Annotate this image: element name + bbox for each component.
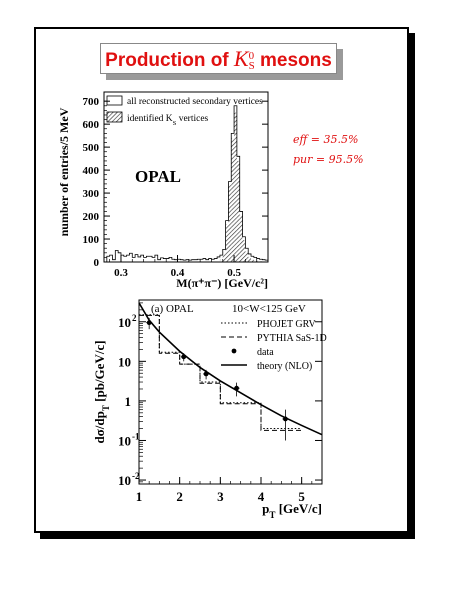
mass-histogram: OPAL 0 100 200 300 400 500 600 700 0.3 0.4 0.5M(π⁺π…: [57, 91, 269, 290]
hatched-bar: [251, 259, 254, 262]
legend-hatched-swatch: [106, 111, 123, 123]
y-tick-label: 600: [83, 119, 100, 131]
y-tick-label: 10: [118, 315, 131, 330]
efficiency-purity-annotation: eff = 35.5% pur = 95.5%: [293, 130, 364, 170]
x-tick-label: 5: [298, 489, 305, 504]
legend-label: PHOJET GRV: [257, 319, 317, 330]
x-tick-label: 0.4: [171, 267, 185, 279]
legend-label: data: [257, 347, 274, 358]
legend-hatched-label: identified KS vertices: [127, 113, 209, 127]
hatched-bar: [219, 259, 223, 262]
purity-text: pur = 95.5%: [293, 153, 364, 166]
hatched-bar: [231, 137, 235, 262]
x-tick-label: 4: [258, 489, 265, 504]
y-tick-label: 0: [94, 257, 100, 269]
dashed-step-series: [139, 314, 302, 431]
hatched-bar: [236, 160, 240, 262]
y-axis-subscript: T: [101, 405, 111, 411]
y-tick-exponent: -2: [132, 471, 140, 481]
y-tick-label: 1: [125, 394, 132, 409]
x-axis-label: M(π⁺π⁻) [GeV/c²]: [176, 276, 268, 290]
title-symbol: K: [233, 46, 249, 71]
y-tick-label: 10: [118, 473, 131, 488]
title-subscript: S: [248, 59, 255, 72]
y-tick-label: 700: [83, 96, 100, 108]
hatched-bar: [256, 260, 260, 262]
x-tick-label: 0.3: [114, 267, 128, 279]
legend-open-label: all reconstructed secondary vertices: [127, 97, 263, 107]
plot-header-right: 10<W<125 GeV: [232, 303, 306, 315]
title-suffix: mesons: [254, 50, 332, 71]
slide-frame: [34, 27, 409, 533]
title-superscript: 0: [248, 49, 255, 62]
legend-label: PYTHIA SaS-1D: [257, 333, 327, 344]
hatched-bar: [253, 260, 257, 262]
data-point: [283, 416, 288, 422]
data-point: [234, 385, 240, 391]
all-vertices-histogram: [106, 105, 269, 262]
x-tick-label: 3: [217, 489, 224, 504]
y-tick-exponent: -1: [132, 431, 140, 441]
data-point: [181, 354, 187, 360]
top-plot-frame: [103, 91, 269, 263]
data-point: [203, 371, 209, 377]
slide-title: Production of K0 S mesons: [100, 43, 337, 74]
hatched-bar: [228, 185, 232, 262]
legend-subscript: S: [173, 120, 177, 127]
legend-open-swatch: [106, 95, 123, 106]
hatched-bar: [245, 251, 249, 262]
efficiency-text: eff = 35.5%: [293, 133, 359, 146]
legend-data-swatch: [231, 348, 237, 354]
y-tick-label: 200: [83, 211, 100, 223]
hatched-bar: [234, 112, 237, 262]
hatched-bar: [242, 240, 246, 262]
x-axis-subscript: T: [269, 510, 275, 520]
data-point: [146, 320, 152, 326]
y-tick-label: 500: [83, 142, 100, 154]
hatched-bar: [248, 256, 252, 262]
x-axis-label: pT [GeV/c]: [262, 501, 322, 520]
y-tick-label: 300: [83, 188, 100, 200]
y-tick-label: 10: [118, 354, 131, 369]
hatched-bar: [225, 224, 229, 262]
plot-header-left: (a) OPAL: [151, 303, 194, 315]
y-tick-label: 10: [118, 433, 131, 448]
y-axis-label: dσ/dpT [pb/GeV/c]: [92, 340, 111, 443]
opal-label: OPAL: [135, 167, 181, 186]
legend-label: theory (NLO): [257, 361, 312, 372]
y-axis-label: number of entries/5 MeV: [57, 107, 71, 236]
x-tick-label: 2: [176, 489, 183, 504]
hatched-bar: [239, 214, 243, 262]
x-tick-label: 1: [136, 489, 143, 504]
y-tick-label: 400: [83, 165, 100, 177]
y-tick-exponent: 2: [132, 313, 137, 323]
dotted-step-series: [139, 314, 302, 430]
hatched-bar: [222, 252, 226, 262]
x-tick-label: 0.5: [227, 267, 241, 279]
title-prefix: Production of: [105, 50, 234, 71]
y-tick-label: 100: [83, 234, 100, 246]
